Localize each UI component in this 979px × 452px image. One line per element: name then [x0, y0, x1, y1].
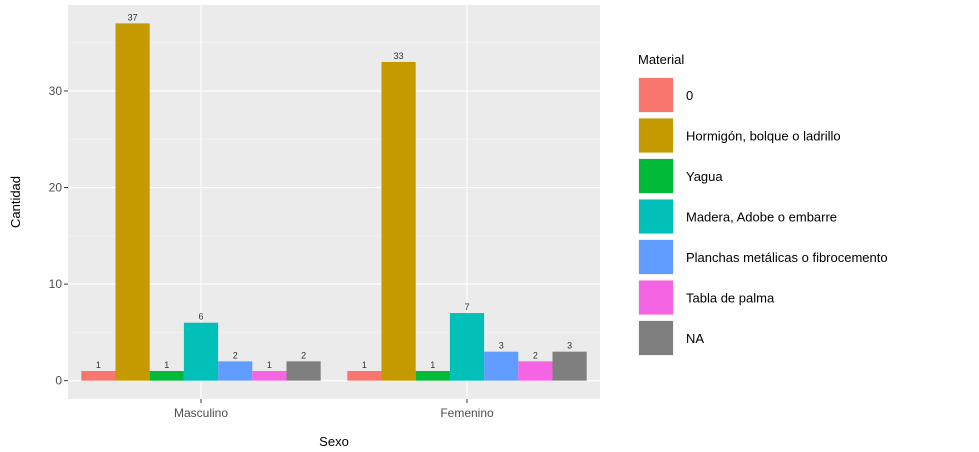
legend-title: Material [638, 52, 684, 67]
y-tick-label: 0 [55, 374, 62, 388]
y-axis-title: Cantidad [8, 176, 23, 228]
legend-label: Madera, Adobe o embarre [686, 210, 837, 225]
bar [484, 351, 519, 381]
bar [252, 370, 287, 381]
bar [115, 23, 150, 381]
bar [218, 361, 253, 381]
y-tick-label: 10 [49, 277, 63, 291]
legend-label: 0 [686, 88, 693, 103]
data-label: 37 [128, 12, 138, 22]
data-label: 3 [499, 341, 504, 351]
x-axis-title: Sexo [319, 434, 349, 449]
panel-background [68, 5, 600, 399]
bars [81, 23, 587, 381]
bar [347, 370, 382, 381]
legend-key [639, 78, 673, 112]
legend-key [639, 280, 673, 315]
data-label: 1 [430, 360, 435, 370]
data-label: 2 [233, 350, 238, 360]
legend-label: NA [686, 331, 704, 346]
legend-key [639, 159, 673, 193]
legend-label: Planchas metálicas o fibrocemento [686, 250, 888, 265]
legend-key [639, 240, 673, 274]
bar [415, 370, 450, 381]
data-label: 1 [96, 360, 101, 370]
data-labels: 1 37 1 6 2 1 2 1 33 1 7 3 2 3 [96, 12, 572, 370]
bar [286, 361, 321, 381]
data-label: 3 [567, 341, 572, 351]
data-label: 2 [301, 350, 306, 360]
data-label: 2 [533, 350, 538, 360]
bar [183, 322, 219, 381]
bar [381, 61, 416, 381]
y-tick-label: 30 [49, 84, 63, 98]
legend-key [639, 118, 673, 153]
y-axis: 0 10 20 30 [49, 84, 68, 388]
bar [149, 370, 184, 381]
legend-label: Tabla de palma [686, 291, 775, 306]
data-label: 7 [464, 302, 469, 312]
x-axis: Masculino Femenino [174, 399, 494, 420]
x-tick-label: Masculino [174, 406, 228, 420]
x-tick-label: Femenino [440, 406, 494, 420]
data-label: 33 [394, 51, 404, 61]
bar [518, 361, 553, 381]
bar [449, 313, 485, 381]
data-label: 1 [164, 360, 169, 370]
legend-label: Yagua [686, 169, 723, 184]
legend-key [639, 321, 673, 355]
data-label: 1 [362, 360, 367, 370]
bar [81, 370, 116, 381]
legend: Material 0 Hormigón, bolque o ladrillo Yag… [638, 52, 888, 356]
legend-label: Hormigón, bolque o ladrillo [686, 129, 841, 144]
legend-key [639, 199, 673, 234]
y-tick-label: 20 [49, 181, 63, 195]
bar [552, 351, 587, 381]
data-label: 6 [198, 312, 203, 322]
data-label: 1 [267, 360, 272, 370]
